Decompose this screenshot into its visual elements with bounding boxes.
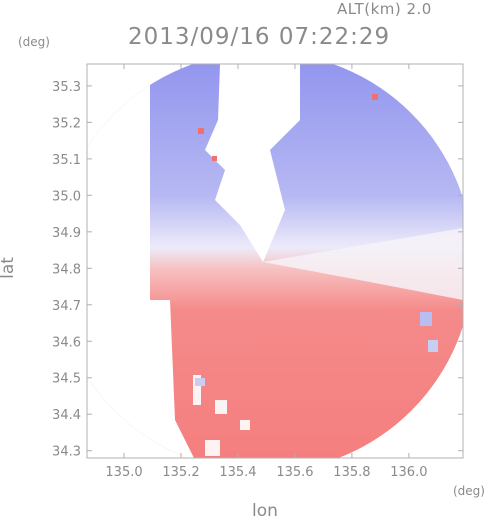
radar-echo-spots bbox=[195, 94, 438, 386]
x-axis-label: lon bbox=[252, 501, 278, 521]
x-tick-label: 135.8 bbox=[333, 465, 370, 480]
x-axis-ticks: 135.0 135.2 135.4 135.6 135.8 136.0 bbox=[105, 64, 427, 480]
plot-frame bbox=[86, 63, 464, 459]
y-axis-ticks: 34.3 34.4 34.5 34.6 34.7 34.8 34.9 35.0 35.1 35.2… bbox=[52, 80, 463, 460]
y-tick-label: 35.2 bbox=[52, 116, 81, 131]
x-tick-label: 135.4 bbox=[219, 465, 256, 480]
y-tick-label: 35.1 bbox=[52, 153, 81, 168]
radar-field bbox=[87, 64, 463, 458]
y-tick-label: 34.9 bbox=[52, 226, 81, 241]
radar-nodata-region bbox=[205, 64, 300, 262]
y-tick-label: 34.5 bbox=[52, 372, 81, 387]
y-tick-label: 34.7 bbox=[52, 299, 81, 314]
y-tick-label: 34.6 bbox=[52, 335, 81, 350]
x-tick-label: 135.6 bbox=[276, 465, 313, 480]
radar-speckle bbox=[193, 375, 250, 456]
y-axis-unit: (deg) bbox=[18, 35, 50, 49]
y-tick-label: 34.3 bbox=[52, 445, 81, 460]
chart-title: 2013/09/16 07:22:29 bbox=[128, 24, 391, 50]
y-tick-label: 34.4 bbox=[52, 408, 81, 423]
y-tick-label: 35.3 bbox=[52, 80, 81, 95]
x-tick-label: 136.0 bbox=[390, 465, 427, 480]
radar-east-neutral-zone bbox=[263, 228, 463, 300]
radar-west-mask bbox=[87, 64, 195, 458]
altitude-label: ALT(km) 2.0 bbox=[337, 0, 432, 18]
x-axis-unit: (deg) bbox=[453, 484, 485, 498]
y-tick-label: 35.0 bbox=[52, 189, 81, 204]
y-tick-label: 34.8 bbox=[52, 262, 81, 277]
x-tick-label: 135.0 bbox=[105, 465, 142, 480]
x-tick-label: 135.2 bbox=[162, 465, 199, 480]
